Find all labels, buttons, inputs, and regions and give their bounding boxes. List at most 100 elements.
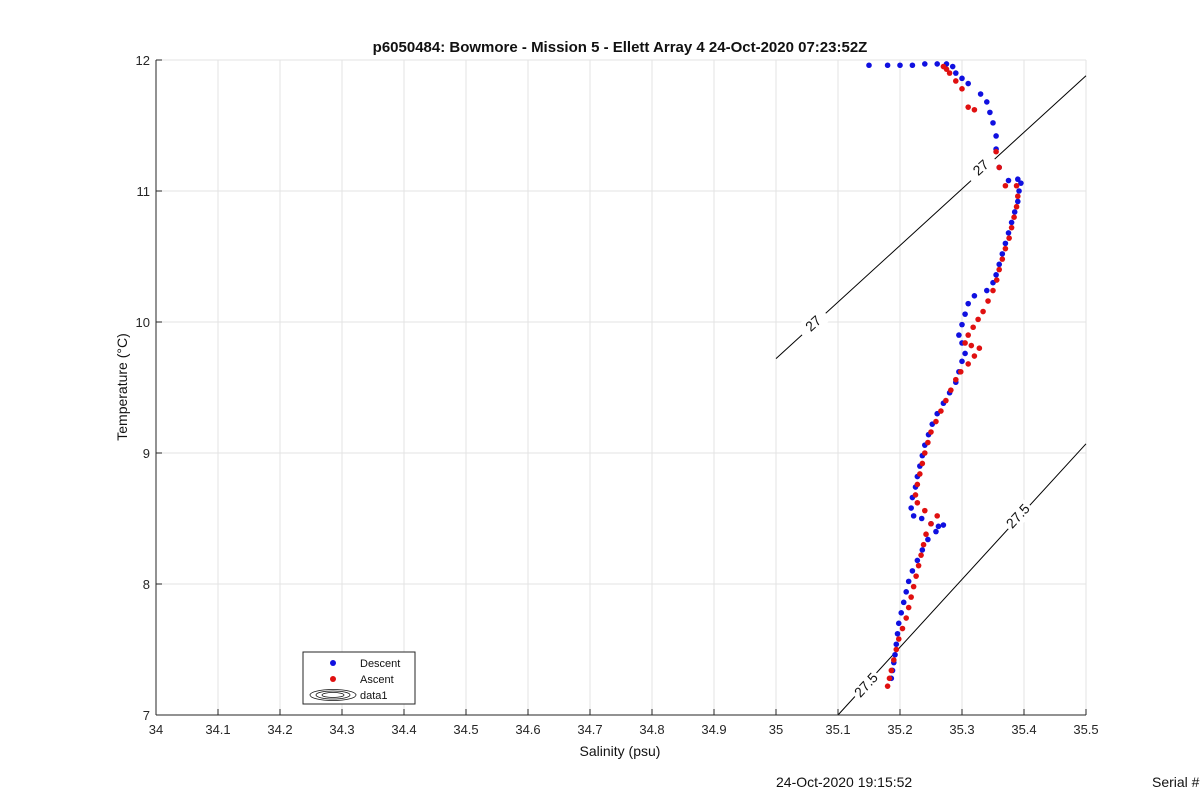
ascent-point [893, 646, 900, 653]
x-tick-label: 34.7 [577, 722, 602, 737]
descent-point [990, 120, 996, 126]
ascent-point [948, 387, 954, 393]
ascent-point [971, 353, 978, 359]
ascent-point [996, 164, 1002, 171]
ascent-point [975, 316, 981, 323]
ascent-point [1002, 245, 1009, 252]
density-contour-line [837, 443, 1087, 716]
ascent-point [953, 78, 959, 84]
x-tick-label: 35.3 [949, 722, 974, 737]
descent-point [984, 287, 990, 294]
ascent-point [938, 408, 944, 414]
ascent-point [996, 266, 1002, 273]
ascent-point [1015, 193, 1021, 200]
ascent-point [990, 287, 996, 294]
descent-point [987, 109, 993, 116]
legend-contour-icon [321, 692, 345, 698]
legend-marker-ascent [330, 676, 336, 682]
descent-point [900, 599, 907, 606]
descent-point [1015, 198, 1021, 205]
ascent-point [918, 552, 924, 558]
x-tick-label: 34.4 [391, 722, 416, 737]
x-tick-label: 34.1 [205, 722, 230, 737]
descent-point [903, 589, 909, 595]
descent-point [962, 350, 968, 357]
ascent-point [922, 507, 928, 514]
ascent-point [895, 636, 902, 642]
ascent-point [940, 63, 947, 70]
ascent-point [965, 332, 971, 338]
ascent-point [1013, 203, 1020, 210]
descent-point [1002, 240, 1009, 247]
y-tick-label: 12 [136, 53, 150, 68]
ascent-point [933, 418, 939, 425]
descent-point [1005, 177, 1012, 184]
descent-point [959, 358, 965, 365]
descent-point [914, 557, 921, 564]
ascent-point [985, 298, 991, 304]
ascent-point [884, 683, 891, 689]
ascent-point [912, 492, 919, 498]
descent-point [1016, 188, 1022, 194]
ascent-point [905, 604, 912, 611]
descent-point [962, 311, 968, 317]
y-axis-label: Temperature (°C) [114, 333, 130, 441]
descent-point [905, 578, 912, 585]
contour-label-background [962, 149, 999, 185]
descent-point [922, 61, 928, 67]
ascent-point [968, 342, 975, 349]
descent-point [956, 332, 962, 338]
descent-point [884, 62, 891, 69]
descent-point [933, 528, 939, 535]
x-axis-label: Salinity (psu) [580, 743, 661, 759]
axes-background [156, 60, 1086, 715]
ascent-point [971, 106, 978, 113]
chart-title: p6050484: Bowmore - Mission 5 - Ellett A… [373, 39, 868, 56]
contour-label-background [795, 305, 832, 341]
descent-point [965, 80, 971, 87]
descent-point [909, 62, 916, 69]
ascent-point [1006, 235, 1012, 241]
descent-point [895, 620, 902, 627]
ascent-point [923, 531, 929, 538]
legend-entry: data1 [360, 690, 388, 702]
descent-point [993, 133, 999, 139]
descent-point [984, 99, 990, 105]
ascent-point [946, 70, 953, 76]
y-tick-label: 8 [143, 577, 150, 592]
descent-point [953, 70, 959, 76]
ascent-point [1008, 224, 1015, 231]
ascent-point [993, 277, 1000, 283]
ascent-point [899, 625, 906, 632]
ascent-point [928, 520, 934, 527]
descent-point [959, 75, 965, 82]
print-timestamp: 24-Oct-2020 19:15:52 [776, 774, 913, 790]
ascent-point [922, 450, 928, 456]
descent-point [918, 515, 925, 522]
ascent-point [891, 657, 897, 663]
ascent-point [993, 148, 999, 155]
legend-contour-icon [309, 689, 357, 701]
x-tick-label: 34.8 [639, 722, 664, 737]
x-tick-label: 35.4 [1011, 722, 1036, 737]
x-tick-label: 34.9 [701, 722, 726, 737]
ascent-point [1011, 214, 1017, 220]
descent-point [1005, 230, 1012, 236]
ascent-point [965, 104, 971, 110]
descent-point [971, 293, 978, 299]
descent-point [866, 62, 872, 69]
ascent-point [915, 562, 922, 569]
y-tick-label: 7 [143, 708, 150, 723]
descent-point [940, 522, 947, 528]
x-tick-label: 35.5 [1073, 722, 1098, 737]
descent-point [949, 63, 956, 70]
ascent-point [913, 573, 919, 579]
ascent-point [914, 481, 921, 488]
y-tick-label: 11 [137, 184, 151, 199]
x-tick-label: 34.6 [515, 722, 540, 737]
ascent-point [970, 324, 976, 331]
ascent-point [980, 308, 986, 315]
ascent-point [917, 471, 923, 477]
ascent-point [999, 256, 1006, 262]
